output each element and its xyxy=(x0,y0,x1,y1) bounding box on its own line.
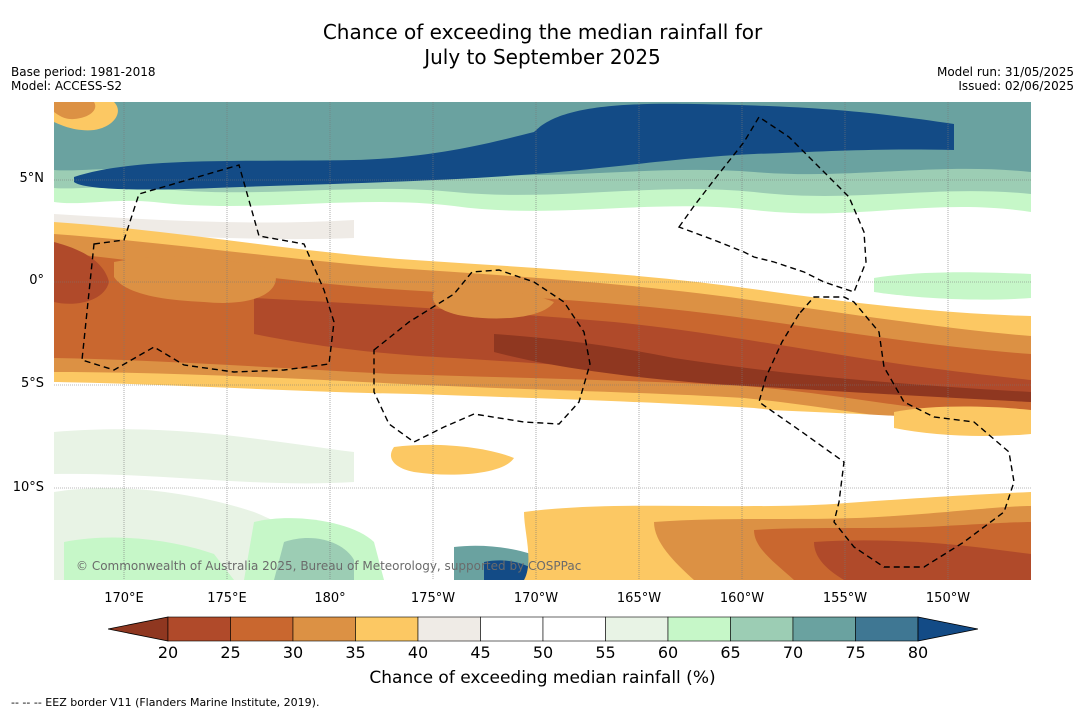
colorbar xyxy=(107,615,979,645)
title-line-2: July to September 2025 xyxy=(424,45,661,69)
lon-tick-175w: 175°W xyxy=(410,591,456,606)
colorbar-tick-label: 55 xyxy=(595,643,616,662)
colorbar-tick-label: 20 xyxy=(157,643,179,662)
colorbar-tick-label: 50 xyxy=(532,643,554,662)
zone-65-b xyxy=(874,272,1031,300)
colorbar-label: Chance of exceeding median rainfall (%) xyxy=(369,668,716,688)
title-line-1: Chance of exceeding the median rainfall … xyxy=(322,20,763,44)
model-run: Model run: 31/05/2025 xyxy=(936,65,1074,79)
map-canvas xyxy=(54,102,1031,580)
zone-25-se xyxy=(814,540,1031,580)
copyright-notice: © Commonwealth of Australia 2025, Bureau… xyxy=(76,559,582,573)
colorbar-tick-label: 45 xyxy=(470,643,491,662)
zone-25-band xyxy=(254,298,1031,402)
colorbar-segment xyxy=(480,616,544,642)
eez-border-d xyxy=(758,296,1015,568)
zone-35-patch-b xyxy=(432,289,554,319)
colorbar-tick-label: 30 xyxy=(282,643,304,662)
lon-tick-155w: 155°W xyxy=(822,591,868,606)
colorbar-tick-label: 65 xyxy=(720,643,741,662)
colorbar-segment xyxy=(167,616,231,642)
lat-tick-5s: 5°S xyxy=(20,376,44,391)
eez-border-b xyxy=(373,269,591,443)
colorbar-segment xyxy=(542,616,606,642)
colorbar-tick-label: 70 xyxy=(782,643,804,662)
graticule xyxy=(54,102,1031,580)
issued-date: Issued: 02/06/2025 xyxy=(958,79,1074,93)
colorbar-tick-label: 75 xyxy=(845,643,866,662)
meta-left: Base period: 1981-2018 Model: ACCESS-S2 xyxy=(11,65,156,93)
colorbar-segment xyxy=(230,616,294,642)
colorbar-tick-label: 40 xyxy=(407,643,429,662)
eez-border-a xyxy=(81,164,335,373)
lat-tick-10s: 10°S xyxy=(12,480,44,495)
lon-tick-150w: 150°W xyxy=(925,591,971,606)
zone-35-nw xyxy=(54,102,96,120)
zone-40-patch-c xyxy=(390,444,514,475)
colorbar-segment xyxy=(730,616,794,642)
colorbar-segment xyxy=(792,616,856,642)
zone-55-sw xyxy=(54,429,354,484)
model-name: Model: ACCESS-S2 xyxy=(11,79,123,93)
colorbar-over-arrow xyxy=(917,616,979,642)
colorbar-tick-label: 35 xyxy=(345,643,366,662)
colorbar-tick-label: 25 xyxy=(220,643,241,662)
zone-over-80 xyxy=(74,103,954,190)
zone-35-patch-a xyxy=(114,256,276,303)
lon-tick-160w: 160°W xyxy=(719,591,765,606)
lon-tick-170e: 170°E xyxy=(104,591,144,606)
colorbar-tick-label: 60 xyxy=(657,643,679,662)
map-title: Chance of exceeding the median rainfall … xyxy=(0,20,1085,70)
colorbar-segment xyxy=(355,616,419,642)
eez-borders xyxy=(81,116,1015,568)
colorbar-segment xyxy=(855,616,919,642)
lon-tick-165w: 165°W xyxy=(616,591,662,606)
base-period: Base period: 1981-2018 xyxy=(11,65,156,79)
eez-border-c xyxy=(677,116,867,293)
lon-tick-170w: 170°W xyxy=(513,591,559,606)
zone-65-south xyxy=(64,537,234,580)
meta-right: Model run: 31/05/2025 Issued: 02/06/2025 xyxy=(937,65,1074,93)
colorbar-segment xyxy=(605,616,669,642)
colorbar-svg xyxy=(107,616,979,642)
rainfall-map xyxy=(54,102,1031,580)
lon-tick-180: 180° xyxy=(314,591,346,606)
zone-25-west xyxy=(54,242,109,304)
colorbar-under-arrow xyxy=(107,616,169,642)
colorbar-segment xyxy=(667,616,731,642)
zone-70-south xyxy=(274,538,354,580)
eez-footnote: -- -- -- EEZ border V11 (Flanders Marine… xyxy=(11,696,320,709)
colorbar-tick-label: 80 xyxy=(907,643,929,662)
lat-tick-0: 0° xyxy=(29,273,44,288)
colorbar-segment xyxy=(292,616,356,642)
lon-tick-175e: 175°E xyxy=(207,591,247,606)
colorbar-segment xyxy=(417,616,481,642)
lat-tick-5n: 5°N xyxy=(19,171,45,186)
